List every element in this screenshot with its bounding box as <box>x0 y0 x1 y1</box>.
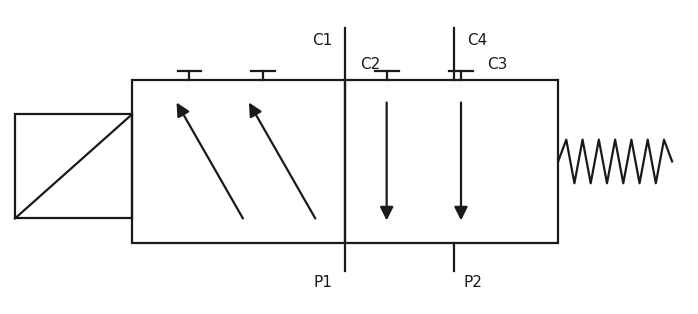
Text: C1: C1 <box>312 33 332 47</box>
Bar <box>345 80 558 243</box>
Text: P1: P1 <box>313 275 332 290</box>
Text: P2: P2 <box>464 275 483 290</box>
Text: C3: C3 <box>487 57 507 72</box>
Text: C2: C2 <box>360 57 380 72</box>
Bar <box>15 114 132 219</box>
Text: C4: C4 <box>467 33 487 47</box>
Bar <box>132 80 345 243</box>
